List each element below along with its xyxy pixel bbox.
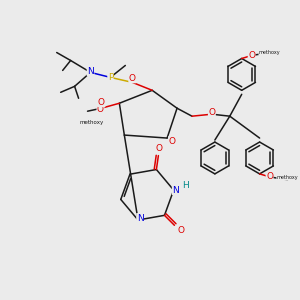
Text: O: O xyxy=(248,51,255,60)
Text: O: O xyxy=(98,98,105,107)
Text: methoxy: methoxy xyxy=(80,120,103,124)
Text: P: P xyxy=(108,73,113,82)
Text: O: O xyxy=(208,108,215,117)
Text: methoxy: methoxy xyxy=(277,176,298,180)
Text: N: N xyxy=(87,67,94,76)
Text: O: O xyxy=(169,136,176,146)
Text: O: O xyxy=(156,144,163,153)
Text: O: O xyxy=(178,226,185,235)
Text: H: H xyxy=(182,181,189,190)
Text: O: O xyxy=(266,172,273,182)
Text: N: N xyxy=(172,186,179,195)
Text: methoxy: methoxy xyxy=(259,50,281,55)
Text: N: N xyxy=(136,214,143,223)
Text: O: O xyxy=(129,74,136,83)
Text: O: O xyxy=(97,105,104,114)
